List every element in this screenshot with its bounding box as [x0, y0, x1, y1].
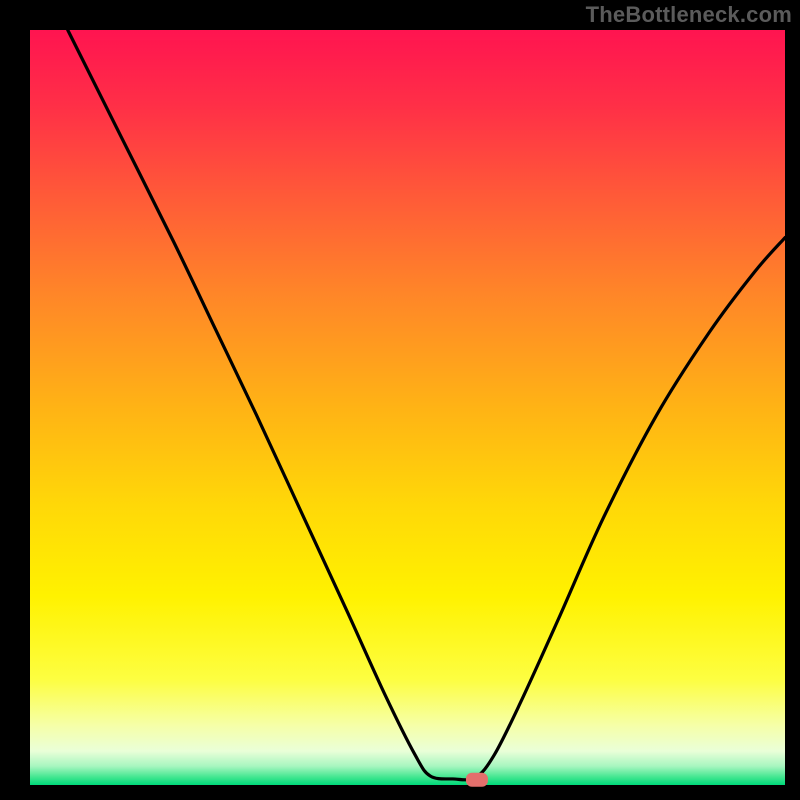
bottleneck-chart-svg [0, 0, 800, 800]
optimum-marker [466, 773, 488, 787]
watermark-text: TheBottleneck.com [586, 2, 792, 28]
chart-stage: TheBottleneck.com [0, 0, 800, 800]
plot-area [30, 30, 785, 785]
